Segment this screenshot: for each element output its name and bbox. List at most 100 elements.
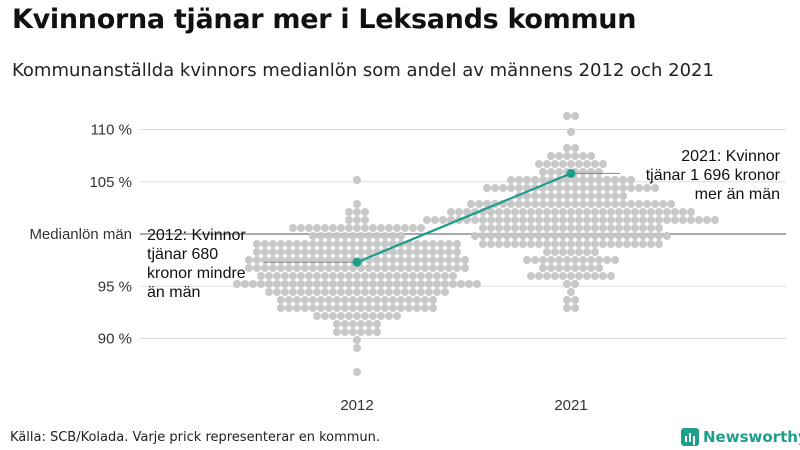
- municipality-dot: [433, 288, 441, 296]
- x-tick-label: 2012: [340, 397, 373, 414]
- y-tick-label: 90 %: [98, 331, 132, 348]
- municipality-dot: [253, 256, 261, 264]
- municipality-dot: [507, 200, 515, 208]
- municipality-dot: [599, 216, 607, 224]
- municipality-dot: [595, 168, 603, 176]
- municipality-dot: [619, 192, 627, 200]
- municipality-dot: [471, 232, 479, 240]
- municipality-dot: [345, 224, 353, 232]
- municipality-dot: [293, 256, 301, 264]
- municipality-dot: [515, 184, 523, 192]
- municipality-dot: [301, 256, 309, 264]
- municipality-dot: [603, 184, 611, 192]
- municipality-dot: [381, 264, 389, 272]
- municipality-dot: [599, 208, 607, 216]
- municipality-dot: [433, 272, 441, 280]
- municipality-dot: [317, 256, 325, 264]
- municipality-dot: [535, 272, 543, 280]
- municipality-dot: [631, 240, 639, 248]
- source-note: Källa: SCB/Kolada. Varje prick represent…: [10, 430, 381, 445]
- municipality-dot: [579, 168, 587, 176]
- municipality-dot: [591, 240, 599, 248]
- municipality-dot: [503, 224, 511, 232]
- municipality-dot: [499, 184, 507, 192]
- municipality-dot: [423, 216, 431, 224]
- municipality-dot: [321, 312, 329, 320]
- municipality-dot: [595, 192, 603, 200]
- municipality-dot: [615, 208, 623, 216]
- municipality-dot: [413, 256, 421, 264]
- municipality-dot: [515, 200, 523, 208]
- municipality-dot: [519, 216, 527, 224]
- municipality-dot: [595, 176, 603, 184]
- municipality-dot: [547, 192, 555, 200]
- municipality-dot: [563, 200, 571, 208]
- municipality-dot: [543, 232, 551, 240]
- municipality-dot: [659, 200, 667, 208]
- municipality-dot: [671, 216, 679, 224]
- municipality-dot: [373, 296, 381, 304]
- municipality-dot: [309, 264, 317, 272]
- municipality-dot: [261, 264, 269, 272]
- municipality-dot: [425, 280, 433, 288]
- municipality-dot: [317, 232, 325, 240]
- municipality-dot: [647, 224, 655, 232]
- municipality-dot: [439, 216, 447, 224]
- municipality-dot: [313, 288, 321, 296]
- municipality-dot: [487, 240, 495, 248]
- municipality-dot: [377, 312, 385, 320]
- municipality-dot: [655, 240, 663, 248]
- municipality-dot: [579, 192, 587, 200]
- municipality-dot: [687, 208, 695, 216]
- municipality-dot: [623, 240, 631, 248]
- municipality-dot: [579, 152, 587, 160]
- municipality-dot: [285, 296, 293, 304]
- municipality-dot: [333, 256, 341, 264]
- municipality-dot: [587, 264, 595, 272]
- municipality-dot: [365, 248, 373, 256]
- municipality-dot: [365, 320, 373, 328]
- municipality-dot: [365, 264, 373, 272]
- municipality-dot: [559, 240, 567, 248]
- municipality-dot: [381, 304, 389, 312]
- municipality-dot: [571, 304, 579, 312]
- municipality-dot: [495, 224, 503, 232]
- municipality-dot: [467, 200, 475, 208]
- municipality-dot: [559, 224, 567, 232]
- municipality-dot: [495, 208, 503, 216]
- municipality-dot: [345, 272, 353, 280]
- municipality-dot: [301, 264, 309, 272]
- municipality-dot: [495, 216, 503, 224]
- municipality-dot: [297, 224, 305, 232]
- municipality-dot: [285, 264, 293, 272]
- municipality-dot: [349, 240, 357, 248]
- municipality-dot: [567, 248, 575, 256]
- municipality-dot: [555, 192, 563, 200]
- municipality-dot: [341, 232, 349, 240]
- municipality-dot: [397, 296, 405, 304]
- municipality-dot: [571, 200, 579, 208]
- municipality-dot: [551, 224, 559, 232]
- municipality-dot: [547, 168, 555, 176]
- municipality-dot: [277, 240, 285, 248]
- municipality-dot: [413, 304, 421, 312]
- municipality-dot: [563, 192, 571, 200]
- municipality-dot: [619, 176, 627, 184]
- municipality-dot: [253, 264, 261, 272]
- municipality-dot: [353, 344, 361, 352]
- municipality-dot: [447, 208, 455, 216]
- municipality-dot: [373, 232, 381, 240]
- municipality-dot: [511, 208, 519, 216]
- municipality-dot: [393, 288, 401, 296]
- municipality-dot: [409, 280, 417, 288]
- municipality-dot: [297, 272, 305, 280]
- municipality-dot: [369, 280, 377, 288]
- municipality-dot: [503, 208, 511, 216]
- municipality-dot: [329, 224, 337, 232]
- municipality-dot: [325, 304, 333, 312]
- municipality-dot: [547, 184, 555, 192]
- municipality-dot: [531, 192, 539, 200]
- municipality-dot: [575, 240, 583, 248]
- municipality-dot: [527, 240, 535, 248]
